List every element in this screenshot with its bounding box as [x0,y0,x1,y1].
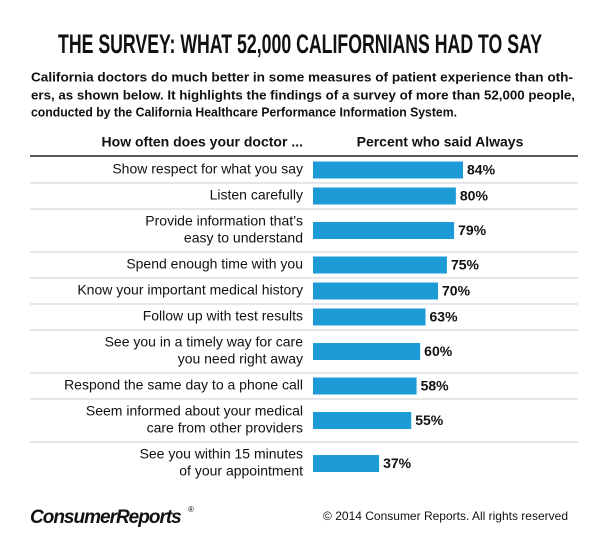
row-label: Provide information that’s [145,213,303,229]
row-label: See you in a timely way for care [105,334,304,350]
bar [313,377,417,395]
subtitle: conducted by the California Healthcare P… [31,104,457,119]
row-label: Follow up with test results [143,308,303,324]
copyright: © 2014 Consumer Reports. All rights rese… [323,509,568,523]
row-label: See you within 15 minutes [140,446,303,462]
bar [313,343,421,360]
logo-mark: ® [188,505,194,514]
subtitle: California doctors do much better in som… [31,69,573,84]
logo: ConsumerReports [30,507,181,528]
chart-title: THE SURVEY: WHAT 52,000 CALIFORNIANS HAD… [58,29,542,59]
bar [313,308,426,326]
bar [313,455,380,472]
value-label: 70% [442,283,471,299]
bar [313,187,456,205]
bar [313,282,439,300]
row-label: Respond the same day to a phone call [64,377,303,393]
row-label: Spend enough time with you [126,256,303,272]
value-label: 80% [460,188,489,204]
value-label: 84% [467,162,496,178]
row-label: easy to understand [184,230,303,246]
bar [313,222,455,239]
subtitle: ers, as shown below. It highlights the f… [31,87,575,102]
row-label: of your appointment [179,463,303,479]
row-label: Show respect for what you say [112,161,303,177]
row-label: Seem informed about your medical [86,403,303,419]
value-label: 63% [430,309,459,325]
value-label: 37% [383,455,412,471]
value-header: Percent who said Always [357,134,524,150]
value-label: 75% [451,257,480,273]
value-label: 79% [458,222,487,238]
value-label: 58% [421,378,450,394]
row-label: Listen carefully [210,187,303,203]
row-label: Know your important medical history [77,282,303,298]
bar [313,161,464,179]
value-label: 55% [415,412,444,428]
bar [313,412,412,429]
row-label: care from other providers [147,420,303,436]
bar [313,256,447,274]
category-header: How often does your doctor ... [102,134,303,150]
value-label: 60% [424,343,453,359]
row-label: you need right away [178,351,303,367]
